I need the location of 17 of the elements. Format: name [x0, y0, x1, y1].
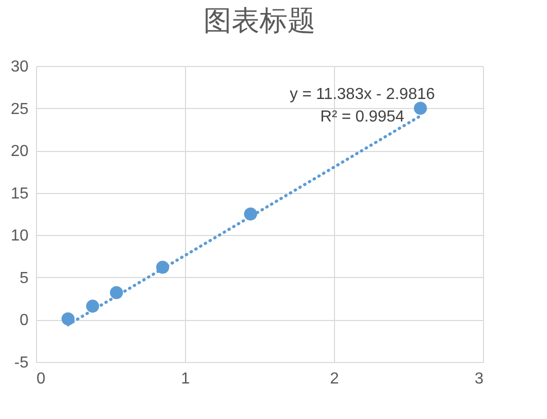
y-tick-label: 15: [10, 185, 29, 202]
y-tick-label: 0: [20, 312, 29, 330]
annotation: R² = 0.9954: [320, 108, 404, 126]
y-tick-label: 10: [10, 228, 29, 245]
point: [414, 102, 427, 115]
x-tick-label: 1: [181, 370, 190, 388]
x-tick-label: 3: [474, 370, 484, 388]
y-tick-label: 30: [10, 58, 29, 76]
x-tick-label: 2: [330, 370, 340, 388]
x-tick-label: 0: [36, 370, 46, 388]
y-tick-label: 5: [20, 270, 29, 287]
y-tick-label: 20: [10, 143, 29, 160]
annotation: y = 11.383x - 2.9816: [290, 86, 435, 104]
chart-title: 图表标题: [204, 5, 316, 36]
y-tick-label: 25: [10, 100, 29, 118]
y-tick-label: -5: [14, 354, 29, 372]
point: [62, 312, 75, 326]
